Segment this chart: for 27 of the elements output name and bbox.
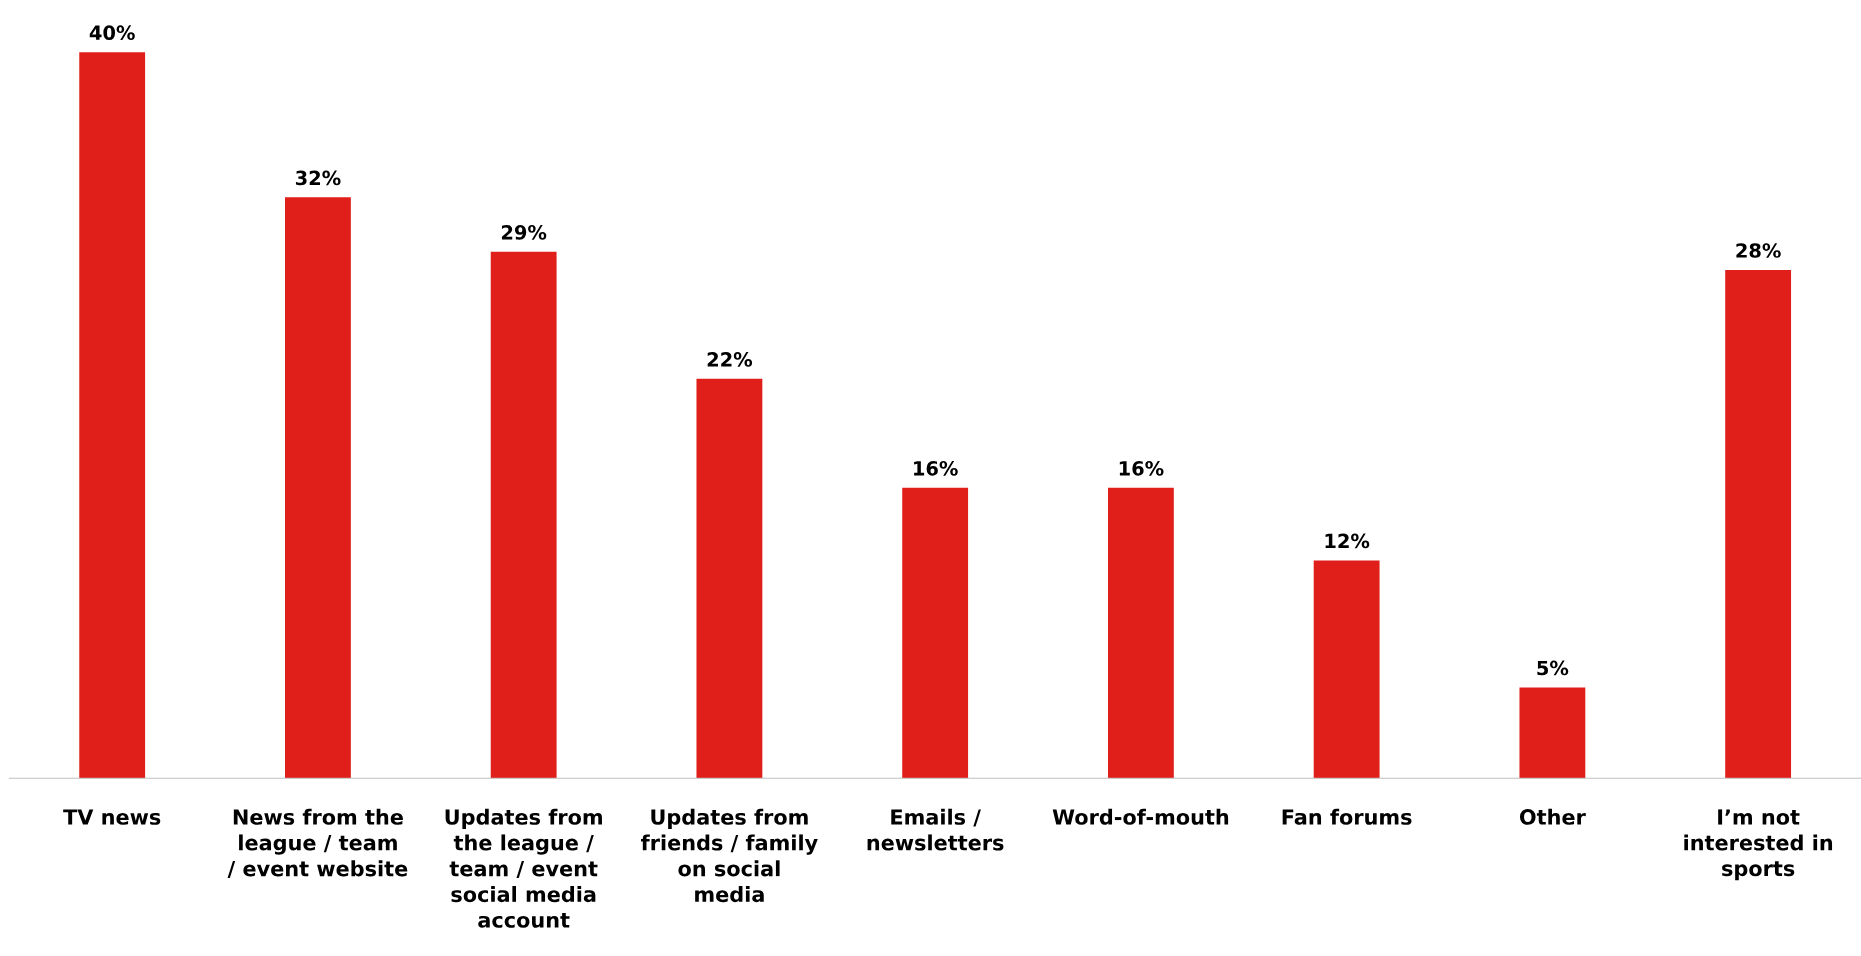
bar (285, 197, 351, 779)
data-label: 29% (501, 225, 547, 240)
x-tick-label: Other (1519, 808, 1586, 825)
data-label: 28% (1736, 243, 1781, 258)
x-tick-label: News from the league / team / event website (227, 808, 408, 879)
bar (902, 487, 969, 779)
data-label: 5% (1537, 660, 1569, 676)
data-label: 16% (914, 460, 958, 476)
x-tick-label: I’m not interested in sports (1684, 809, 1833, 881)
x-tick-label: TV news (63, 809, 161, 825)
x-tick-label: Updates from friends / family on social media (641, 808, 818, 903)
bar (79, 52, 146, 779)
data-label: 12% (1325, 533, 1370, 549)
data-label: 22% (707, 352, 753, 367)
x-tick-label: Emails / newsletters (867, 808, 1004, 851)
x-tick-label: Fan forums (1282, 808, 1412, 825)
x-tick-label: Word-of-mouth (1052, 808, 1229, 825)
bar (1313, 560, 1380, 779)
bar (1725, 269, 1792, 779)
bar (490, 251, 557, 779)
data-label: 32% (295, 170, 341, 186)
bar (1107, 487, 1174, 779)
bar (696, 378, 763, 779)
bar (1519, 687, 1586, 779)
x-tick-label: Updates from the league / team / event social media account (445, 808, 602, 928)
data-label: 40% (89, 25, 135, 41)
data-label: 16% (1119, 460, 1164, 476)
